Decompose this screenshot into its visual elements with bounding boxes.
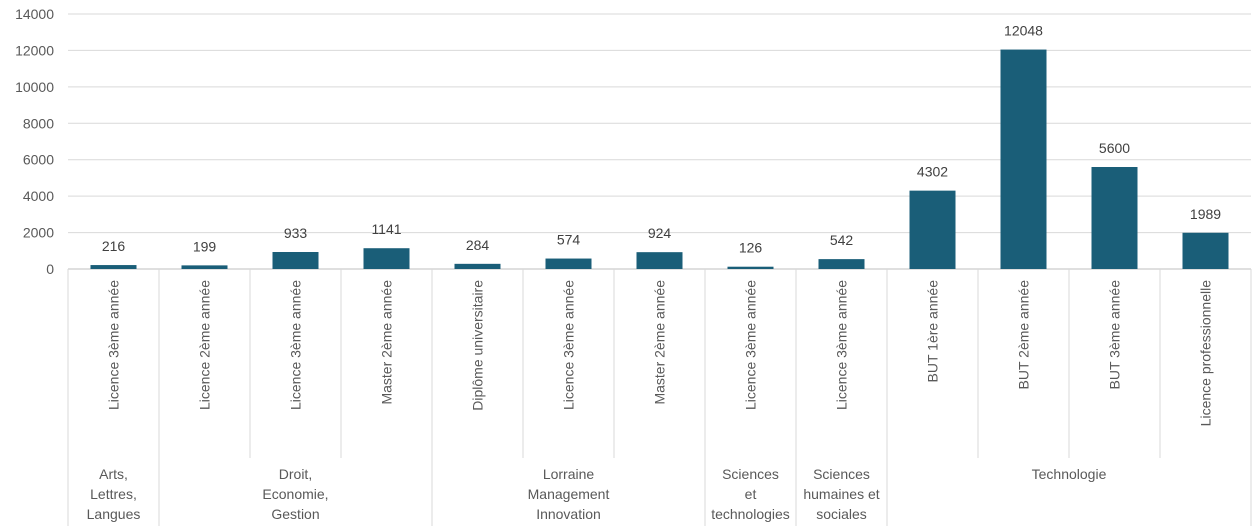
group-label: technologies xyxy=(711,506,790,522)
category-labels: Licence 3ème année Licence 2ème année Lice… xyxy=(106,280,1214,427)
category-label: Master 2ème année xyxy=(379,280,395,405)
y-tick-label: 8000 xyxy=(23,115,54,131)
bar xyxy=(636,252,683,269)
data-label: 574 xyxy=(557,232,581,248)
gridlines xyxy=(67,13,1252,526)
group-label: Gestion xyxy=(271,506,319,522)
group-label: sociales xyxy=(816,506,867,522)
data-label: 4302 xyxy=(917,164,948,180)
y-tick-label: 4000 xyxy=(23,188,54,204)
bar xyxy=(818,259,865,269)
group-label: Sciences xyxy=(722,466,779,482)
group-label: Economie, xyxy=(262,486,328,502)
bar xyxy=(454,263,501,269)
group-label: Technologie xyxy=(1032,466,1107,482)
group-label: Sciences xyxy=(813,466,870,482)
group-label: Innovation xyxy=(536,506,601,522)
data-label: 924 xyxy=(648,225,672,241)
bar xyxy=(1182,232,1229,269)
bar xyxy=(727,266,774,269)
bar xyxy=(90,265,137,269)
data-label: 126 xyxy=(739,240,763,256)
category-label: BUT 1ère année xyxy=(925,280,941,383)
group-label: et xyxy=(745,486,757,502)
bar xyxy=(1000,49,1047,269)
group-label: Management xyxy=(528,486,610,502)
category-label: Licence 3ème année xyxy=(561,280,577,410)
data-label: 1989 xyxy=(1190,206,1221,222)
category-label: Licence professionnelle xyxy=(1198,280,1214,427)
group-label: Arts, xyxy=(99,466,128,482)
y-tick-label: 2000 xyxy=(23,225,54,241)
category-label: Licence 3ème année xyxy=(106,280,122,410)
y-axis: 0 2000 4000 6000 8000 10000 12000 14000 xyxy=(15,6,54,277)
category-label: Licence 3ème année xyxy=(288,280,304,410)
category-label: Master 2ème année xyxy=(652,280,668,405)
y-tick-label: 0 xyxy=(46,261,54,277)
data-label: 284 xyxy=(466,237,490,253)
data-label: 12048 xyxy=(1004,23,1043,39)
group-label: humaines et xyxy=(803,486,879,502)
bar xyxy=(545,258,592,269)
category-label: Licence 2ème année xyxy=(197,280,213,410)
y-tick-label: 12000 xyxy=(15,42,54,58)
category-label: BUT 2ème année xyxy=(1016,280,1032,390)
category-label: Licence 3ème année xyxy=(743,280,759,410)
data-label: 1141 xyxy=(371,221,401,237)
bar xyxy=(363,248,410,269)
y-tick-label: 6000 xyxy=(23,152,54,168)
bar xyxy=(909,190,956,269)
category-label: BUT 3ème année xyxy=(1107,280,1123,390)
data-label: 542 xyxy=(830,232,854,248)
group-label: Lorraine xyxy=(543,466,595,482)
group-label: Droit, xyxy=(279,466,312,482)
data-label: 933 xyxy=(284,225,308,241)
data-label: 5600 xyxy=(1099,140,1130,156)
category-label: Diplôme universitaire xyxy=(470,280,486,411)
group-label: Langues xyxy=(87,506,141,522)
bar xyxy=(272,252,319,269)
bar xyxy=(1091,167,1138,269)
data-label: 216 xyxy=(102,238,126,254)
group-label: Lettres, xyxy=(90,486,137,502)
group-labels: Arts, Lettres, Langues Droit, Economie, Gesti… xyxy=(87,466,1107,522)
bar xyxy=(181,265,228,269)
data-label: 199 xyxy=(193,238,217,254)
category-label: Licence 3ème année xyxy=(834,280,850,410)
y-tick-label: 14000 xyxy=(15,6,54,22)
data-labels: 216 199 933 1141 284 574 924 126 542 4302 12048 560… xyxy=(102,23,1221,256)
y-tick-label: 10000 xyxy=(15,79,54,95)
bars xyxy=(90,49,1229,269)
